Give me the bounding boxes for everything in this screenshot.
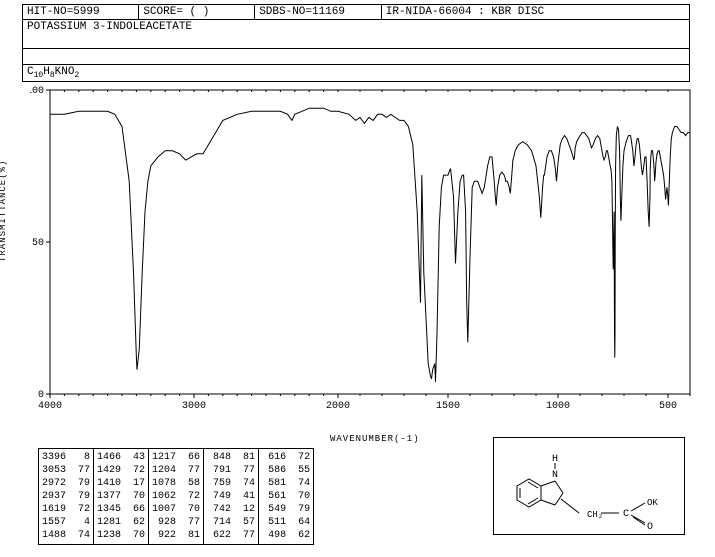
peak-row: 1007 70	[152, 503, 200, 516]
hit-no-cell: HIT-NO=5999	[23, 5, 139, 20]
peak-column: 3396 83053 772972 792937 791619 721557 4…	[38, 448, 93, 545]
svg-text:0: 0	[38, 390, 44, 401]
peak-row: 616 72	[262, 451, 310, 464]
header-table: HIT-NO=5999 SCORE= ( ) SDBS-NO=11169 IR-…	[22, 4, 690, 82]
svg-text:500: 500	[659, 401, 677, 412]
svg-text:N: N	[552, 470, 558, 481]
svg-text:OK: OK	[647, 498, 658, 508]
peak-row: 1078 58	[152, 477, 200, 490]
svg-text:1500: 1500	[436, 401, 460, 412]
peak-row: 848 81	[207, 451, 255, 464]
peak-row: 1619 72	[42, 503, 90, 516]
peak-row: 1466 43	[97, 451, 145, 464]
peak-row: 714 57	[207, 516, 255, 529]
svg-text:H: H	[552, 454, 558, 465]
peak-column: 616 72 586 55 581 74 561 70 549 79 511 6…	[258, 448, 314, 545]
peak-row: 586 55	[262, 464, 310, 477]
peak-row: 928 77	[152, 516, 200, 529]
svg-text:4000: 4000	[38, 401, 62, 412]
peak-row: 1217 66	[152, 451, 200, 464]
peak-row: 1429 72	[97, 464, 145, 477]
peak-row: 498 62	[262, 529, 310, 542]
peak-row: 759 74	[207, 477, 255, 490]
peak-column: 1466 431429 721410 171377 701345 661281 …	[93, 448, 148, 545]
peak-row: 581 74	[262, 477, 310, 490]
score-cell: SCORE= ( )	[139, 5, 255, 20]
x-axis-label: WAVENUMBER(-1)	[330, 434, 420, 444]
blank-row	[23, 49, 690, 65]
y-axis-label: TRANSMITTANCE(%)	[0, 160, 8, 262]
peak-row: 749 41	[207, 490, 255, 503]
svg-text:O: O	[647, 522, 653, 533]
peak-row: 922 81	[152, 529, 200, 542]
peak-row: 3053 77	[42, 464, 90, 477]
peak-row: 791 77	[207, 464, 255, 477]
peak-row: 1204 77	[152, 464, 200, 477]
molecule-structure: NH CH₂ C OK O	[493, 437, 685, 535]
peak-row: 1557 4	[42, 516, 90, 529]
formula-cell: C10H8KNO2	[23, 65, 690, 82]
peak-row: 511 64	[262, 516, 310, 529]
peak-row: 561 70	[262, 490, 310, 503]
svg-text:2000: 2000	[326, 401, 350, 412]
peak-row: 1281 62	[97, 516, 145, 529]
ir-info-cell: IR-NIDA-66004 : KBR DISC	[381, 5, 689, 20]
svg-text:1000: 1000	[546, 401, 570, 412]
peak-row: 1488 74	[42, 529, 90, 542]
peak-row: 2937 79	[42, 490, 90, 503]
peak-row: 1062 72	[152, 490, 200, 503]
ir-spectrum-chart: TRANSMITTANCE(%) 0 50 100 4000 3000 2000 1500 1…	[0, 82, 715, 442]
svg-text:CH₂: CH₂	[587, 510, 603, 520]
peak-row: 1345 66	[97, 503, 145, 516]
svg-text:3000: 3000	[182, 401, 206, 412]
svg-text:C: C	[623, 509, 629, 520]
peak-row: 1377 70	[97, 490, 145, 503]
peak-row: 2972 79	[42, 477, 90, 490]
peak-row: 622 77	[207, 529, 255, 542]
peak-row: 1238 70	[97, 529, 145, 542]
chart-svg: 0 50 100 4000 3000 2000 1500 1000 500	[30, 82, 700, 422]
peak-row: 1410 17	[97, 477, 145, 490]
peak-column: 848 81 791 77 759 74 749 41 742 12 714 5…	[203, 448, 258, 545]
peak-row: 3396 8	[42, 451, 90, 464]
sdbs-no-cell: SDBS-NO=11169	[255, 5, 382, 20]
peak-row: 742 12	[207, 503, 255, 516]
molecule-svg: NH CH₂ C OK O	[494, 438, 684, 534]
compound-title: POTASSIUM 3-INDOLEACETATE	[23, 20, 690, 49]
svg-text:100: 100	[30, 86, 44, 97]
peak-row: 549 79	[262, 503, 310, 516]
peak-column: 1217 661204 771078 581062 721007 70 928 …	[148, 448, 203, 545]
svg-text:50: 50	[32, 238, 44, 249]
